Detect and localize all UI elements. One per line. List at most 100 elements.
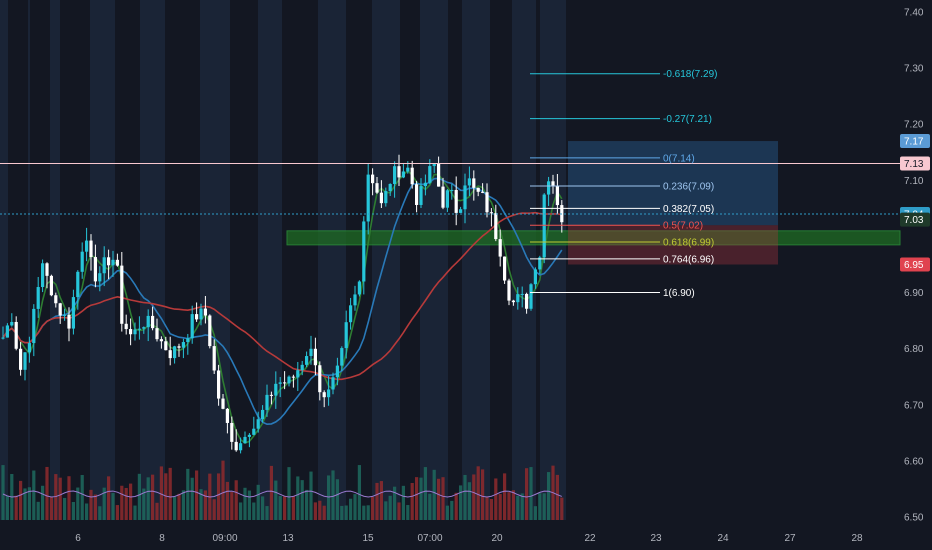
price-badge[interactable] (900, 156, 930, 171)
volume-ma (2, 490, 562, 498)
volume-bar (230, 492, 234, 520)
volume-bar (283, 496, 287, 520)
volume-bar (120, 485, 124, 520)
candle-body (208, 315, 212, 347)
candle-body (195, 314, 199, 320)
volume-bar (124, 487, 128, 520)
volume-bar (344, 505, 348, 520)
price-badge[interactable] (900, 212, 930, 227)
price-tick-label: 7.40 (904, 8, 924, 19)
candle-body (225, 408, 229, 423)
volume-bar (472, 474, 476, 520)
candle-body (467, 178, 471, 186)
volume-bar (261, 496, 265, 520)
volume-bar (432, 469, 436, 520)
candle-body (129, 329, 133, 335)
candle-body (278, 382, 282, 384)
fibonacci-retracement[interactable]: -0.618(7.29) -0.27(7.21) 0(7.14) 0.236(7.09… (530, 69, 717, 299)
fib-level-label: 0.764(6.96) (663, 254, 714, 265)
candle-body (313, 348, 317, 366)
volume-bar (195, 470, 199, 520)
volume-bar (357, 465, 361, 520)
time-tick-label: 07:00 (417, 533, 442, 544)
price-badge[interactable] (900, 257, 930, 272)
volume-bar (529, 467, 533, 520)
volume-bar (234, 480, 238, 520)
candle-body (49, 275, 53, 296)
session-stripe (28, 0, 30, 520)
candle-body (155, 328, 159, 340)
volume-bar (485, 496, 489, 520)
session-stripe (372, 0, 400, 520)
time-axis[interactable]: 6 8 09:00 13 15 07:00 20 22 23 24 27 28 (75, 533, 863, 544)
candle-body (71, 297, 75, 329)
candle-body (142, 327, 146, 329)
candle-body (410, 167, 414, 185)
support-zone[interactable] (286, 230, 901, 246)
fib-level-label: 1(6.90) (663, 288, 695, 299)
candle-body (366, 174, 370, 222)
candle-body (437, 163, 441, 187)
price-axis[interactable]: 7.40 7.30 7.20 7.10 6.90 6.80 6.70 6.60 6.50 7.17… (900, 8, 930, 524)
volume-bar (93, 494, 97, 520)
volume-bar (67, 476, 71, 520)
volume-bar (388, 495, 392, 520)
position-target-zone[interactable] (568, 141, 778, 226)
candle-body (379, 192, 383, 204)
price-tick-label: 7.30 (904, 64, 924, 75)
price-badge[interactable] (900, 134, 930, 149)
volume-bar (362, 505, 366, 520)
volume-bar (507, 492, 511, 520)
candle-body (340, 348, 344, 366)
candle-body (485, 192, 489, 213)
volume-bar (225, 481, 229, 520)
volume-bar (71, 501, 75, 520)
horizontal-lines[interactable] (0, 163, 900, 215)
volume-bar (102, 487, 106, 520)
volume-bar (335, 479, 339, 520)
session-stripe (200, 0, 230, 520)
candle-body (322, 392, 326, 398)
volume-bar (410, 482, 414, 520)
candle-body (520, 293, 524, 295)
volume-bar (85, 503, 89, 520)
ma-slow-line (2, 211, 562, 381)
drawing-zones[interactable] (286, 141, 901, 265)
session-stripe (512, 0, 536, 520)
volume-bar (366, 505, 370, 520)
volume-bar (129, 483, 133, 520)
candle-body (120, 265, 124, 324)
candle-body (533, 269, 537, 285)
volume-bar (318, 500, 322, 520)
candle-body (203, 308, 207, 316)
time-tick-label: 28 (851, 533, 863, 544)
fib-level-label: 0(7.14) (663, 153, 695, 164)
volume-bar (5, 495, 9, 520)
volume-bar (406, 505, 410, 520)
candle-body (19, 348, 23, 370)
volume-bar (159, 466, 163, 520)
time-tick-label: 13 (282, 533, 294, 544)
volume-bar (494, 478, 498, 520)
position-stop-zone[interactable] (568, 225, 778, 265)
volume-bar (503, 473, 507, 520)
candle-body (212, 346, 216, 371)
price-tick-label: 7.10 (904, 176, 924, 187)
volume-bar (14, 495, 18, 520)
volume-bar (384, 501, 388, 520)
volume-bar (415, 477, 419, 520)
volume-bar (441, 477, 445, 520)
candle-body (432, 163, 436, 167)
time-tick-label: 8 (159, 533, 165, 544)
volume-bar (247, 490, 251, 520)
candle-body (151, 315, 155, 329)
volume-bar (353, 494, 357, 520)
candle-body (76, 271, 80, 298)
candle-body (98, 273, 102, 282)
volume-bar (49, 496, 53, 520)
candle-body (287, 376, 291, 384)
candle-body (397, 166, 401, 178)
volume-bar (498, 494, 502, 520)
volume-bar (1, 465, 5, 520)
